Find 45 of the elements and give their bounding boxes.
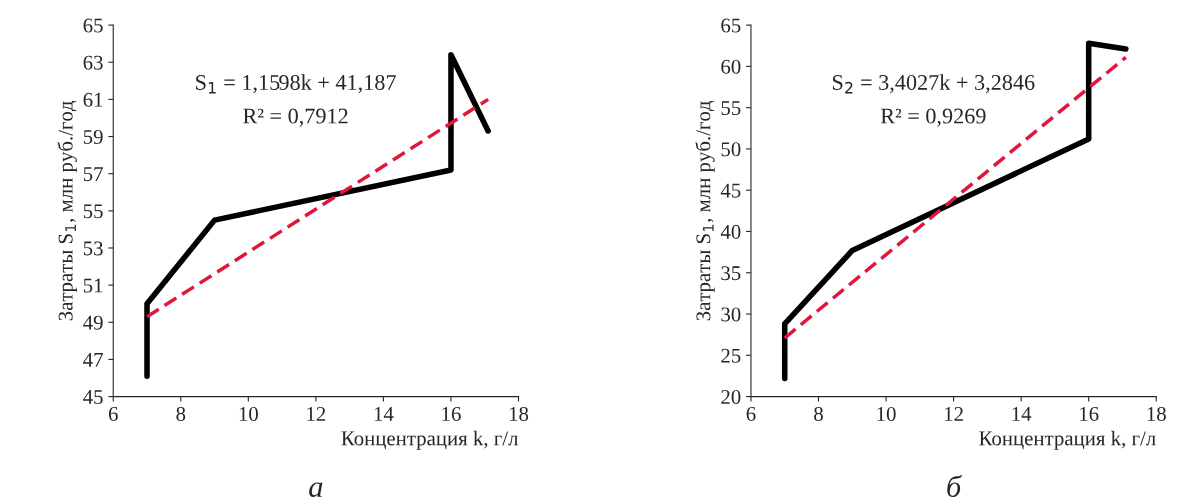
x-tick-label: 18 [1147, 406, 1166, 421]
y-tick-label: 61 [83, 92, 103, 107]
annotation: S$_{1}$ = 1,1598k + 41,187 [196, 74, 396, 94]
y-tick-label: 50 [721, 142, 741, 157]
y-tick-label: 20 [721, 389, 741, 405]
y-tick-label: 45 [83, 390, 103, 405]
x-tick-label: 6 [108, 406, 118, 421]
x-tick-label: 16 [442, 406, 461, 421]
y-tick-label: 35 [721, 266, 741, 281]
x-tick-label: 10 [877, 406, 896, 421]
y-tick-label: 63 [83, 55, 103, 70]
x-axis-title: Концентрация k, г/л [341, 430, 519, 450]
y-tick-label: 49 [83, 315, 103, 330]
y-tick-label: 59 [83, 129, 103, 144]
x-tick-label: 16 [1080, 406, 1099, 421]
annotation: S$_{2}$ = 3,4027k + 3,2846 [832, 74, 1035, 94]
x-axis-title: Концентрация k, г/л [979, 430, 1156, 450]
x-tick-label: 12 [307, 406, 326, 421]
y-tick-label: 65 [83, 18, 103, 33]
y-tick-label: 25 [721, 348, 741, 363]
y-tick-label: 51 [83, 278, 103, 293]
annotation: R² = 0,9269 [880, 108, 986, 127]
y-tick-label: 45 [720, 183, 741, 198]
text: б [947, 474, 963, 498]
y-axis-title: Затраты S$_{1}$, млн руб./год [695, 100, 715, 321]
annotation: R² = 0,7912 [243, 108, 348, 127]
y-tick-label: 40 [720, 224, 741, 239]
x-tick-label: 8 [176, 406, 186, 421]
x-tick-label: 14 [374, 407, 394, 421]
x-tick-label: 8 [814, 406, 823, 421]
x-tick-label: 10 [239, 406, 258, 421]
y-tick-label: 30 [721, 307, 741, 322]
y-tick-label: 53 [83, 241, 103, 256]
y-tick-label: 55 [721, 101, 741, 116]
x-tick-label: 6 [746, 406, 756, 421]
x-tick-label: 18 [509, 406, 529, 421]
text: а [309, 482, 323, 498]
x-tick-label: 12 [945, 406, 963, 421]
x-tick-label: 14 [1012, 407, 1032, 421]
y-tick-label: 60 [721, 59, 741, 74]
y-tick-label: 57 [83, 167, 103, 182]
y-tick-label: 47 [83, 352, 103, 367]
y-tick-label: 65 [721, 18, 741, 33]
y-tick-label: 55 [83, 204, 103, 219]
y-axis-title: Затраты S$_{1}$, млн руб./год [57, 100, 77, 321]
